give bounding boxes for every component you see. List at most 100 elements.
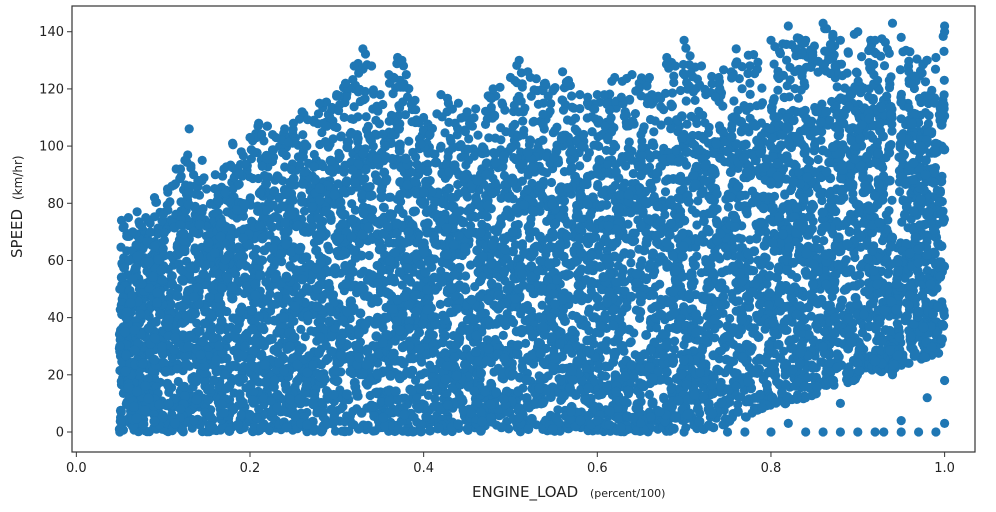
data-point	[851, 85, 862, 95]
data-point	[723, 202, 734, 212]
data-point	[394, 101, 404, 111]
data-point	[734, 296, 744, 306]
data-point	[642, 81, 652, 91]
data-point	[348, 75, 358, 85]
data-point	[710, 92, 721, 102]
data-point	[437, 112, 447, 122]
data-point	[757, 83, 767, 93]
data-point	[546, 99, 556, 109]
data-point	[690, 95, 700, 105]
data-point	[440, 128, 450, 138]
data-point	[298, 130, 308, 140]
data-point	[234, 179, 244, 189]
data-point	[650, 116, 660, 126]
data-point	[857, 328, 868, 338]
data-point	[299, 206, 310, 216]
data-point	[443, 98, 453, 108]
data-point	[912, 54, 922, 64]
data-point	[917, 68, 927, 78]
data-point	[678, 59, 689, 70]
data-point	[348, 114, 358, 124]
data-point	[767, 133, 778, 143]
data-point	[669, 71, 679, 81]
data-point	[346, 186, 356, 196]
data-point	[793, 93, 804, 103]
data-point	[520, 103, 530, 113]
data-point	[852, 68, 862, 78]
data-point	[868, 133, 878, 143]
data-point	[649, 127, 659, 137]
data-point	[639, 122, 649, 132]
data-point	[790, 84, 800, 94]
data-point	[825, 39, 836, 50]
data-point	[939, 75, 949, 85]
data-point	[234, 169, 244, 179]
data-point	[378, 129, 388, 139]
data-point	[240, 159, 250, 169]
data-point	[116, 242, 126, 252]
data-point	[644, 96, 654, 106]
data-point	[879, 61, 890, 71]
data-point	[354, 68, 364, 78]
data-point	[939, 90, 949, 100]
data-point	[666, 99, 676, 109]
data-point	[719, 65, 729, 75]
data-point	[603, 160, 613, 170]
data-point	[813, 56, 823, 66]
point-cloud-layer	[114, 24, 950, 437]
data-point	[707, 79, 717, 89]
data-point	[882, 91, 892, 101]
data-point	[318, 118, 328, 129]
data-point	[656, 102, 666, 112]
data-point	[828, 30, 838, 41]
data-point	[659, 392, 669, 402]
data-point	[904, 56, 914, 66]
data-point	[336, 404, 346, 414]
data-point	[538, 166, 548, 176]
data-point	[448, 143, 458, 153]
data-point	[930, 98, 940, 108]
data-point	[880, 37, 890, 48]
data-point	[384, 116, 394, 126]
data-point	[335, 151, 345, 161]
data-point	[779, 92, 789, 102]
data-point	[464, 155, 474, 165]
data-point	[803, 373, 813, 383]
data-point	[218, 171, 228, 181]
data-point	[423, 390, 433, 400]
data-point	[388, 89, 398, 99]
data-point	[613, 414, 624, 424]
data-point	[538, 135, 548, 145]
data-point	[567, 102, 577, 112]
data-point	[521, 338, 531, 348]
data-point	[312, 245, 322, 255]
data-point	[435, 299, 445, 309]
data-point	[350, 205, 360, 215]
data-point	[537, 300, 547, 310]
data-point	[663, 116, 673, 126]
data-point	[636, 91, 646, 101]
data-point	[323, 241, 333, 251]
data-point	[729, 96, 739, 106]
data-point	[220, 188, 230, 198]
data-point	[895, 65, 906, 75]
data-point	[626, 258, 636, 268]
data-point	[785, 75, 795, 85]
data-point	[593, 179, 603, 190]
data-point	[320, 137, 330, 147]
data-point	[605, 105, 615, 115]
data-point	[782, 39, 792, 50]
data-point	[486, 102, 496, 112]
data-point	[752, 101, 762, 111]
data-point	[637, 142, 647, 152]
data-point	[741, 412, 751, 422]
data-point	[884, 267, 894, 277]
data-point	[666, 384, 676, 394]
data-point	[850, 271, 861, 281]
data-point	[462, 424, 472, 434]
data-point	[336, 132, 346, 142]
data-point	[769, 59, 779, 69]
data-point	[628, 169, 638, 179]
data-point	[553, 405, 563, 415]
data-point	[395, 82, 406, 92]
